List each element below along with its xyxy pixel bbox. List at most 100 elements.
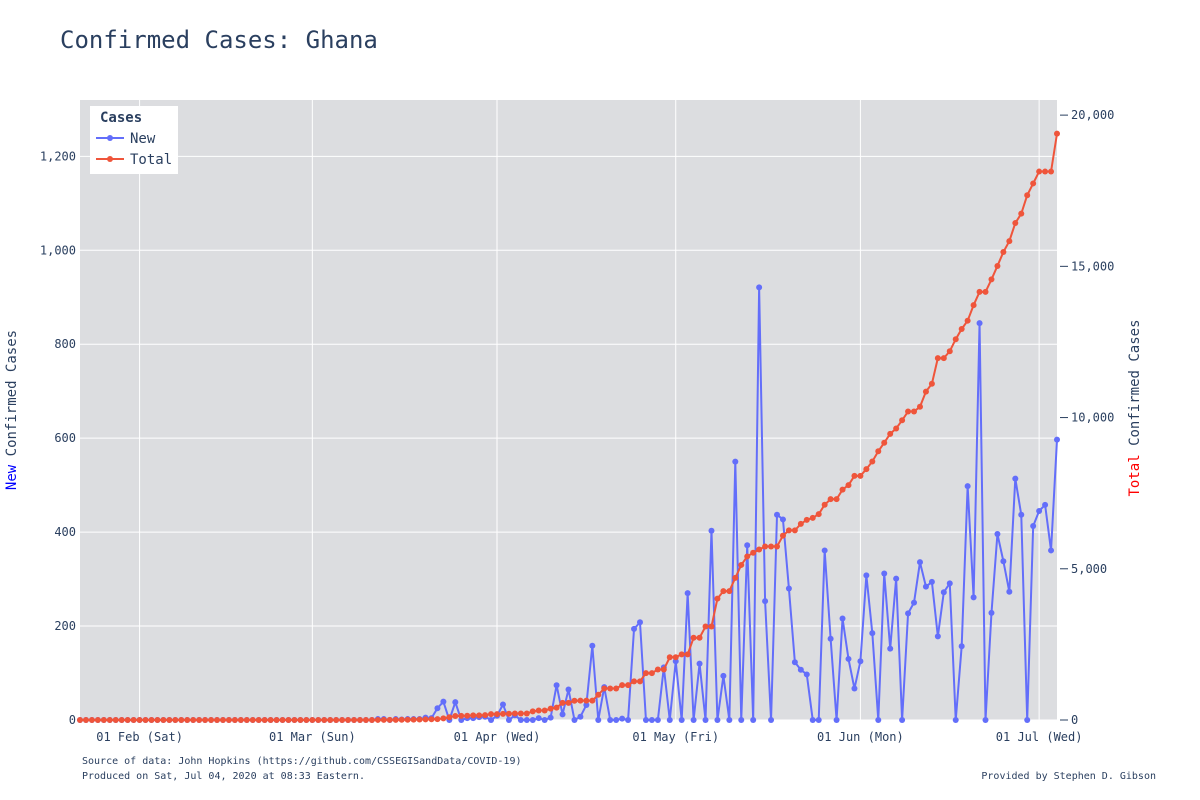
data-point-total	[476, 712, 483, 719]
data-point-new	[666, 717, 673, 723]
axis-label-rest: Confirmed Cases	[4, 330, 20, 465]
data-point-total	[785, 527, 792, 534]
data-point-new	[517, 717, 524, 723]
data-point-total	[678, 651, 685, 658]
data-point-new	[821, 547, 828, 554]
data-point-total	[440, 715, 447, 722]
legend-item-total[interactable]: Total	[96, 152, 172, 168]
data-point-total	[779, 532, 786, 539]
data-point-total	[470, 712, 477, 719]
data-point-total	[249, 717, 256, 723]
data-point-new	[571, 717, 578, 723]
data-point-total	[434, 716, 441, 723]
data-point-total	[654, 666, 661, 673]
data-point-total	[595, 691, 602, 698]
data-point-new	[774, 511, 781, 518]
data-point-total	[583, 697, 590, 704]
data-point-total	[726, 588, 733, 595]
data-point-new	[720, 672, 727, 679]
data-point-new	[958, 643, 965, 650]
data-point-total	[946, 348, 953, 355]
data-point-new	[899, 717, 906, 723]
data-point-total	[368, 717, 375, 723]
data-point-total	[541, 707, 548, 714]
data-point-total	[362, 717, 369, 723]
data-point-new	[809, 717, 816, 723]
data-point-total	[791, 527, 798, 534]
data-point-new	[452, 699, 459, 706]
data-point-new	[696, 660, 703, 667]
data-point-total	[553, 704, 560, 711]
data-point-total	[708, 623, 715, 630]
data-point-total	[845, 482, 852, 489]
data-point-total	[380, 716, 387, 723]
data-point-new	[565, 686, 572, 693]
data-point-total	[237, 717, 244, 723]
data-point-new	[744, 542, 751, 549]
data-point-new	[1054, 436, 1060, 443]
x-tick-label: 01 Feb (Sat)	[96, 730, 183, 744]
data-point-total	[88, 717, 95, 723]
data-point-new	[815, 717, 822, 723]
data-point-new	[887, 645, 894, 652]
data-point-total	[809, 514, 816, 521]
data-point-new	[607, 717, 614, 723]
data-point-total	[160, 717, 167, 723]
footer-provided: Provided by Stephen D. Gibson	[981, 771, 1156, 782]
data-point-new	[1018, 511, 1025, 518]
data-point-new	[762, 598, 769, 605]
data-point-total	[899, 417, 906, 424]
data-point-total	[285, 717, 292, 723]
data-point-new	[505, 717, 512, 723]
data-point-new	[642, 717, 649, 723]
data-point-new	[708, 527, 715, 534]
y-axis-left-label: New Confirmed Cases	[4, 330, 20, 490]
data-point-new	[905, 610, 912, 617]
data-point-total	[351, 717, 358, 723]
data-point-total	[1024, 192, 1031, 199]
data-point-total	[994, 262, 1001, 269]
data-point-total	[261, 717, 268, 723]
data-point-new	[803, 671, 810, 678]
data-point-total	[869, 458, 876, 465]
data-point-total	[803, 516, 810, 523]
data-point-total	[106, 717, 113, 723]
data-point-total	[827, 496, 834, 503]
y-axis-right-label: Total Confirmed Cases	[1127, 319, 1143, 496]
legend-item-new[interactable]: New	[96, 131, 156, 147]
data-point-total	[911, 408, 918, 415]
data-point-total	[339, 717, 346, 723]
data-point-total	[124, 717, 131, 723]
data-point-new	[1000, 558, 1007, 565]
legend[interactable]: Cases New Total	[90, 106, 178, 174]
data-point-total	[1036, 168, 1043, 175]
data-point-total	[1000, 249, 1007, 256]
data-point-total	[714, 595, 721, 602]
legend-box	[90, 106, 178, 174]
data-point-total	[190, 717, 197, 723]
data-point-total	[571, 697, 578, 704]
data-point-total	[964, 317, 971, 324]
data-point-total	[934, 355, 941, 362]
data-point-total	[458, 712, 465, 719]
data-point-new	[589, 642, 596, 649]
data-point-total	[505, 710, 512, 717]
axes: 01 Feb (Sat) 01 Mar (Sun) 01 Apr (Wed) 01 M…	[40, 108, 1114, 744]
data-point-total	[309, 717, 316, 723]
data-point-total	[928, 380, 935, 387]
data-point-total	[619, 682, 626, 689]
data-point-new	[982, 717, 989, 723]
data-point-total	[267, 717, 274, 723]
footer-source: Source of data: John Hopkins (https://gi…	[82, 756, 522, 767]
data-point-total	[482, 712, 489, 719]
data-point-new	[922, 583, 929, 590]
data-point-total	[672, 654, 679, 661]
data-point-total	[922, 388, 929, 395]
data-point-total	[577, 697, 584, 704]
footer-produced: Produced on Sat, Jul 04, 2020 at 08:33 E…	[82, 771, 365, 782]
data-point-total	[857, 472, 864, 479]
data-point-total	[446, 714, 453, 721]
data-point-new	[654, 717, 661, 723]
data-point-new	[625, 717, 632, 723]
data-point-new	[845, 655, 852, 662]
